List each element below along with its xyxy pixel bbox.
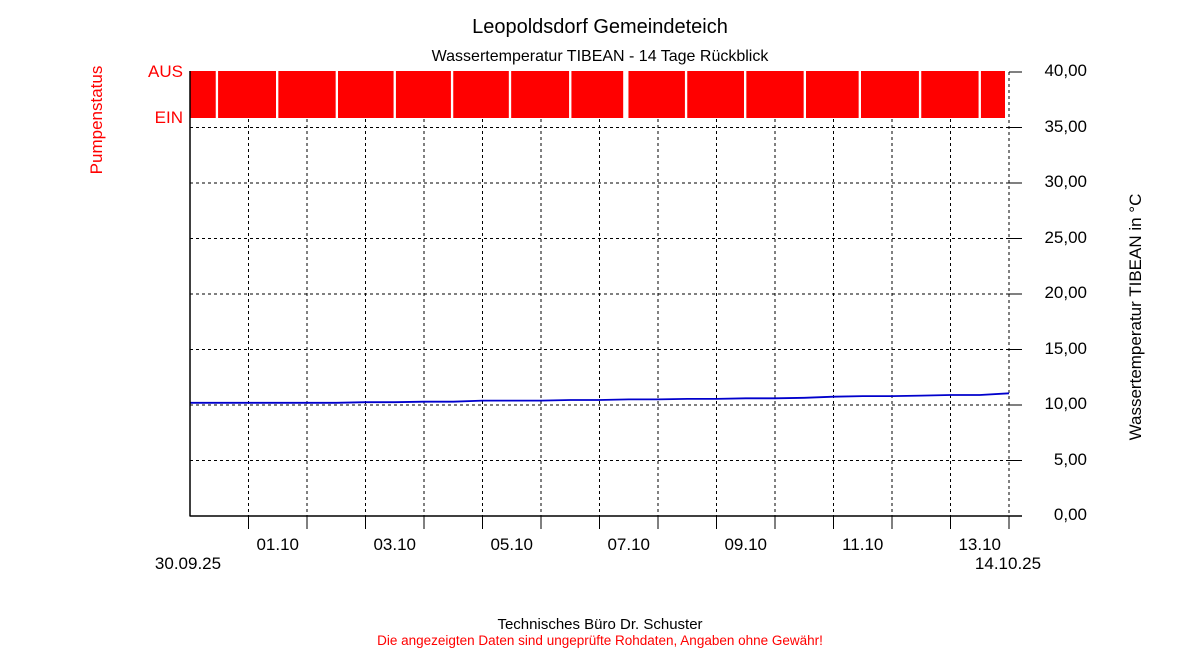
x-axis-start-date-label: 30.09.25 — [154, 554, 222, 573]
x-axis-day-label: 01.10 — [256, 535, 300, 554]
pump-state-aus-label: AUS — [148, 62, 183, 81]
temp-axis-tick-label: 20,00 — [1044, 283, 1087, 302]
temp-axis-tick-label: 5,00 — [1053, 449, 1087, 469]
pump-ein-pulse-gap — [858, 70, 861, 119]
chart-subtitle: Wassertemperatur TIBEAN - 14 Tage Rückbl… — [431, 48, 769, 65]
x-axis-day-label: 07.10 — [607, 535, 651, 554]
pump-ein-pulse-gap — [393, 70, 396, 119]
temp-axis-tick-label: 30,00 — [1044, 172, 1087, 191]
pump-ein-pulse-gap — [335, 70, 339, 119]
pump-ein-pulse-gap — [215, 70, 219, 119]
temp-axis-tick-label: 35,00 — [1044, 116, 1087, 136]
x-axis-day-label: 05.10 — [490, 535, 534, 554]
x-axis-end-date-label: 14.10.25 — [974, 554, 1042, 573]
temp-axis-tick-label: 10,00 — [1044, 394, 1087, 413]
footer-company: Technisches Büro Dr. Schuster — [497, 616, 703, 633]
x-axis-day-label: 13.10 — [958, 535, 1002, 554]
pump-axis-label: Pumpenstatus — [87, 65, 106, 175]
temp-axis-tick-label: 40,00 — [1044, 61, 1087, 80]
pump-ein-pulse-gap — [978, 70, 981, 119]
temp-axis-tick-label: 15,00 — [1044, 338, 1087, 358]
footer-disclaimer: Die angezeigten Daten sind ungeprüfte Ro… — [377, 633, 823, 648]
temp-axis-tick-label: 25,00 — [1044, 227, 1087, 247]
pump-ein-pulse-gap — [275, 70, 279, 119]
pump-ein-pulse-gap — [803, 70, 807, 119]
pump-ein-pulse-gap — [508, 70, 512, 119]
chart-title: Leopoldsdorf Gemeindeteich — [472, 16, 728, 38]
x-axis-day-label: 11.10 — [842, 535, 884, 554]
pump-ein-pulse-gap — [623, 70, 629, 119]
temp-axis-tick-label: 0,00 — [1053, 505, 1087, 524]
temp-axis-label: Wassertemperatur TIBEAN in °C — [1126, 193, 1145, 441]
pump-status-band — [190, 71, 1005, 118]
x-axis-day-label: 03.10 — [373, 535, 417, 554]
temperature-line — [190, 392, 1010, 404]
pump-ein-pulse-gap — [743, 70, 747, 119]
pump-ein-pulse-gap — [569, 70, 572, 119]
pump-ein-pulse-gap — [450, 70, 454, 119]
x-axis-day-label: 09.10 — [724, 535, 768, 554]
pump-ein-pulse-gap — [684, 70, 688, 119]
pump-state-ein-label: EIN — [154, 108, 183, 127]
pump-ein-pulse-gap — [918, 70, 922, 119]
